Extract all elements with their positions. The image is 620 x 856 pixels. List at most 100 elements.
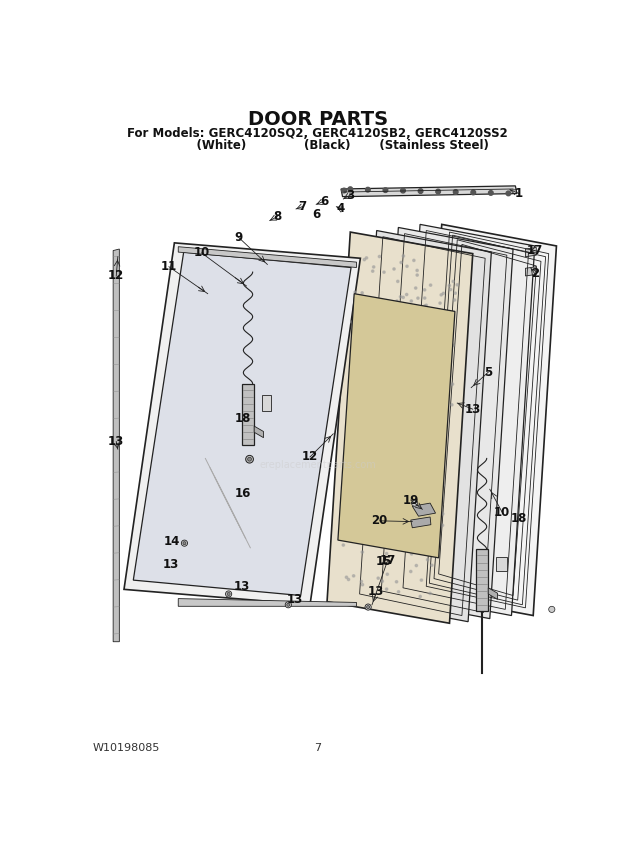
Circle shape [451, 404, 453, 406]
Circle shape [383, 187, 388, 193]
Circle shape [377, 387, 379, 389]
Circle shape [415, 518, 417, 520]
Circle shape [385, 482, 388, 484]
Circle shape [402, 296, 404, 299]
Circle shape [363, 259, 366, 261]
Text: 7: 7 [298, 200, 306, 213]
Polygon shape [327, 232, 472, 623]
Text: 13: 13 [368, 586, 384, 598]
Circle shape [418, 189, 423, 193]
Circle shape [402, 255, 405, 257]
Circle shape [449, 355, 451, 357]
Polygon shape [179, 598, 356, 606]
Circle shape [401, 362, 404, 365]
Circle shape [383, 319, 386, 322]
Circle shape [423, 288, 426, 291]
Text: For Models: GERC4120SQ2, GERC4120SB2, GERC4120SS2: For Models: GERC4120SQ2, GERC4120SB2, GE… [127, 127, 508, 140]
Circle shape [453, 190, 458, 194]
Circle shape [183, 542, 186, 544]
Circle shape [413, 259, 415, 262]
Circle shape [403, 353, 405, 355]
Text: 18: 18 [511, 512, 528, 525]
Circle shape [386, 407, 388, 410]
Polygon shape [179, 247, 356, 268]
Circle shape [405, 412, 407, 414]
Circle shape [389, 526, 391, 527]
Circle shape [227, 592, 230, 596]
Circle shape [389, 419, 391, 421]
Circle shape [434, 464, 436, 467]
Circle shape [373, 266, 375, 268]
Text: 2: 2 [531, 267, 539, 280]
Circle shape [347, 526, 349, 528]
Circle shape [376, 517, 378, 520]
Circle shape [387, 366, 389, 367]
Text: 12: 12 [302, 450, 318, 463]
Circle shape [347, 579, 350, 580]
Circle shape [397, 280, 399, 282]
Circle shape [410, 300, 412, 302]
Circle shape [382, 490, 384, 492]
Text: 6: 6 [312, 208, 321, 221]
Circle shape [405, 332, 408, 335]
Circle shape [471, 190, 476, 195]
Circle shape [377, 433, 379, 436]
Circle shape [356, 377, 358, 380]
Circle shape [423, 305, 426, 307]
Circle shape [365, 297, 367, 299]
Circle shape [441, 312, 444, 315]
Circle shape [386, 573, 389, 575]
Circle shape [365, 416, 367, 418]
Polygon shape [124, 243, 360, 604]
Circle shape [373, 497, 375, 499]
Circle shape [423, 297, 426, 300]
Circle shape [384, 523, 387, 526]
Text: 20: 20 [371, 514, 388, 527]
Circle shape [448, 341, 451, 343]
Circle shape [549, 606, 555, 612]
Circle shape [247, 457, 252, 461]
Circle shape [345, 576, 348, 579]
Text: 13: 13 [286, 593, 303, 606]
Polygon shape [254, 426, 264, 437]
Circle shape [421, 330, 423, 333]
Circle shape [412, 402, 414, 405]
Circle shape [423, 520, 425, 521]
Circle shape [352, 473, 355, 476]
Text: 15: 15 [376, 556, 392, 568]
Polygon shape [262, 395, 272, 411]
Circle shape [361, 551, 363, 553]
Circle shape [369, 407, 371, 409]
Circle shape [423, 449, 426, 452]
Circle shape [422, 499, 425, 501]
Circle shape [382, 446, 384, 449]
Circle shape [489, 191, 493, 195]
Circle shape [400, 474, 402, 476]
Circle shape [423, 543, 425, 545]
Circle shape [453, 299, 456, 301]
Circle shape [348, 187, 353, 192]
Circle shape [445, 381, 448, 383]
Circle shape [226, 591, 232, 597]
Circle shape [428, 334, 431, 336]
Circle shape [410, 553, 413, 555]
Circle shape [431, 564, 433, 567]
Circle shape [415, 287, 417, 289]
Text: 10: 10 [494, 506, 510, 519]
Text: 10: 10 [193, 247, 210, 259]
Circle shape [396, 422, 399, 424]
Circle shape [368, 541, 371, 544]
Polygon shape [489, 588, 497, 599]
Circle shape [366, 187, 370, 192]
Circle shape [400, 414, 402, 417]
Circle shape [377, 577, 379, 580]
Circle shape [366, 306, 369, 308]
Circle shape [348, 538, 350, 540]
Text: (White)              (Black)       (Stainless Steel): (White) (Black) (Stainless Steel) [147, 139, 489, 152]
Circle shape [342, 544, 345, 546]
Circle shape [418, 354, 421, 356]
Circle shape [416, 270, 419, 271]
Circle shape [374, 448, 377, 449]
Circle shape [446, 351, 449, 354]
Text: 17: 17 [379, 555, 396, 568]
